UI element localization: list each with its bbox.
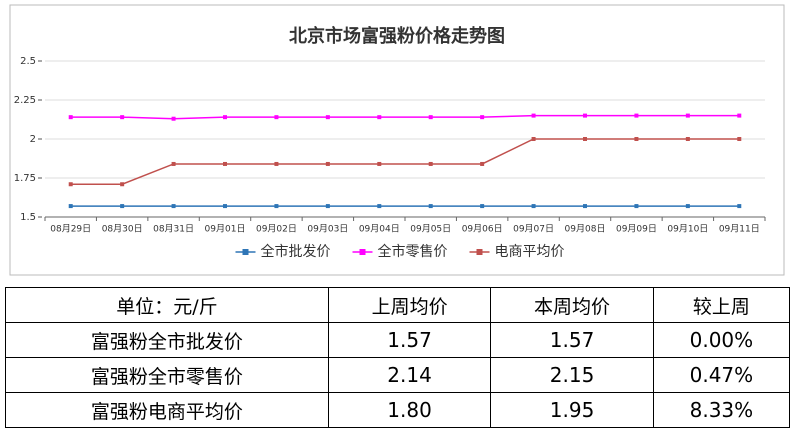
cell: 2.15: [490, 357, 654, 393]
point: [377, 115, 382, 120]
point: [325, 115, 330, 120]
header-cell: 上周均价: [327, 287, 492, 323]
y-tick-label: 1.5: [20, 212, 36, 223]
point: [274, 161, 279, 166]
x-tick-label: 09月02日: [256, 224, 297, 235]
x-tick-label: 09月08日: [565, 224, 606, 235]
header-cell: 较上周: [652, 287, 791, 323]
point: [68, 204, 73, 209]
x-tick-label: 09月06日: [462, 224, 503, 235]
legend-marker: [476, 249, 483, 255]
cell: 1.80: [327, 392, 492, 428]
x-tick-label: 09月11日: [719, 224, 760, 235]
point: [685, 137, 690, 141]
x-tick-label: 08月30日: [102, 224, 143, 235]
cell: 2.14: [327, 357, 492, 393]
point: [480, 115, 485, 120]
x-tick-label: 09月04日: [359, 224, 400, 235]
legend-label: 电商平均价: [495, 244, 565, 260]
point: [583, 204, 587, 209]
point: [120, 204, 125, 209]
y-tick-label: 1.75: [14, 173, 36, 184]
x-tick-label: 09月03日: [307, 224, 348, 235]
point: [171, 204, 176, 209]
point: [223, 204, 227, 209]
point: [120, 115, 125, 120]
legend-label: 全市批发价: [261, 243, 331, 260]
point: [428, 204, 433, 209]
point: [120, 182, 125, 187]
x-tick-label: 08月31日: [153, 224, 194, 235]
point: [531, 137, 536, 141]
point: [583, 113, 587, 118]
y-tick-label: 2: [30, 134, 36, 145]
point: [171, 116, 176, 121]
point: [685, 113, 690, 118]
point: [634, 113, 639, 118]
point: [428, 161, 433, 166]
point: [428, 115, 433, 120]
point: [737, 113, 742, 118]
chart: 北京市场富强粉价格走势图 1.5 1.75 2 2.25 2.5 08月29日 08月30日…: [9, 4, 785, 276]
cell: 1.57: [327, 322, 492, 358]
point: [325, 204, 330, 209]
table-row: 富强粉全市批发价 1.57 1.57 0.00%: [5, 322, 791, 358]
point: [325, 161, 330, 166]
y-tick-label: 2.25: [14, 95, 36, 106]
x-tick-label: 09月05日: [410, 224, 451, 235]
point: [737, 137, 742, 141]
point: [68, 115, 73, 120]
point: [634, 137, 639, 141]
row-label: 富强粉全市零售价: [5, 357, 329, 393]
table-row: 富强粉全市零售价 2.14 2.15 0.47%: [5, 357, 791, 393]
x-tick-label: 09月07日: [513, 224, 554, 235]
legend-marker: [242, 249, 249, 255]
x-tick-label: 09月01日: [205, 224, 246, 235]
header-cell: 单位：元/斤: [5, 287, 329, 323]
point: [171, 161, 176, 166]
point: [531, 113, 536, 118]
row-label: 富强粉全市批发价: [5, 322, 329, 358]
point: [377, 161, 382, 166]
point: [737, 204, 742, 209]
header-cell: 本周均价: [490, 287, 654, 323]
point: [223, 161, 227, 166]
y-tick-label: 2.5: [20, 56, 36, 67]
x-tick-label: 09月10日: [667, 224, 708, 235]
point: [274, 204, 279, 209]
cell: 0.00%: [652, 322, 791, 358]
legend-marker: [359, 249, 366, 255]
chart-frame: [9, 4, 785, 276]
chart-title: 北京市场富强粉价格走势图: [289, 25, 505, 47]
table-row: 富强粉电商平均价 1.80 1.95 8.33%: [5, 392, 791, 428]
series-line: [70, 138, 740, 185]
point: [274, 115, 279, 120]
point: [685, 204, 690, 209]
summary-table: 单位：元/斤 上周均价 本周均价 较上周 富强粉全市批发价 1.57 1.57 …: [5, 287, 791, 428]
table-header: 单位：元/斤 上周均价 本周均价 较上周: [5, 287, 791, 323]
point: [223, 115, 227, 120]
x-tick-label: 09月09日: [616, 224, 657, 235]
cell: 1.57: [490, 322, 654, 358]
cell: 8.33%: [652, 392, 791, 428]
point: [377, 204, 382, 209]
cell: 1.95: [490, 392, 654, 428]
point: [531, 204, 536, 209]
point: [480, 204, 485, 209]
row-label: 富强粉电商平均价: [5, 392, 329, 428]
x-tick-label: 08月29日: [50, 224, 91, 235]
point: [480, 161, 485, 166]
series-line: [70, 114, 740, 120]
cell: 0.47%: [652, 357, 791, 393]
point: [68, 182, 73, 187]
legend-label: 全市零售价: [378, 243, 448, 260]
point: [634, 204, 639, 209]
point: [583, 137, 587, 141]
